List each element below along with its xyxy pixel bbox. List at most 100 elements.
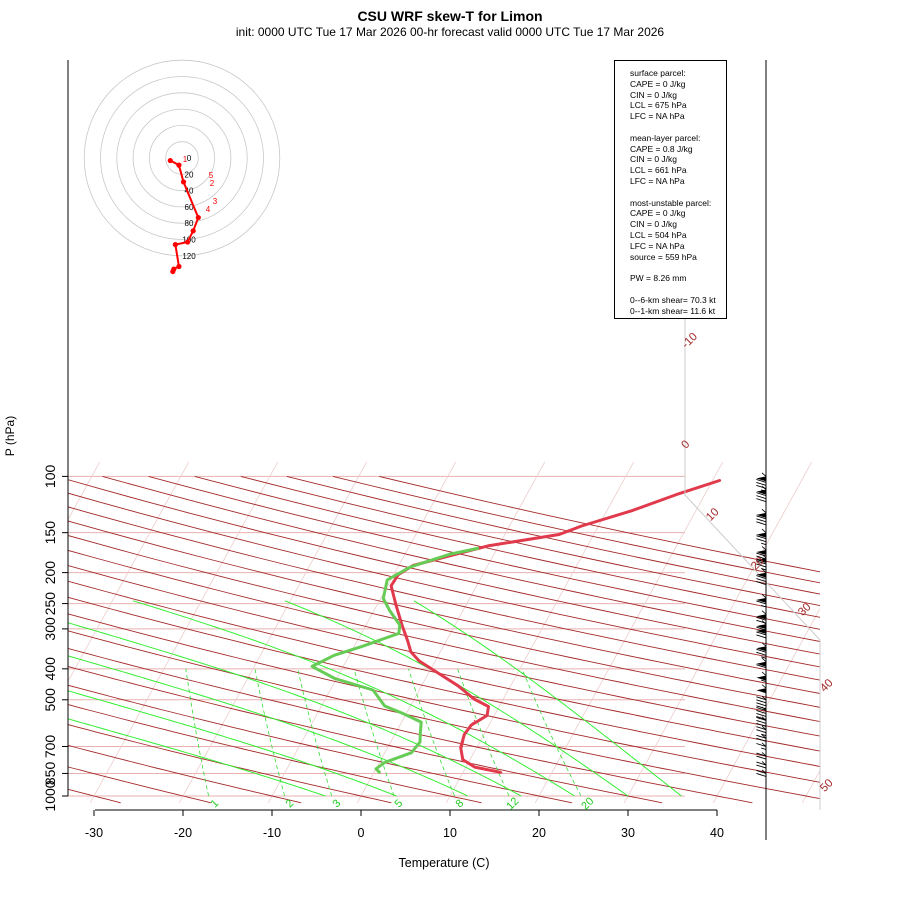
shear-0-6km: 0--6-km shear= 70.3 kt — [630, 294, 716, 305]
x-tick-label: 20 — [532, 826, 546, 840]
wind-barb — [756, 624, 767, 639]
x-tick-label: 40 — [710, 826, 724, 840]
isotherm-line — [68, 461, 101, 521]
y-tick-label: 1000 — [42, 780, 58, 811]
hodograph-point — [176, 162, 182, 168]
mixing-ratio-line — [408, 668, 455, 797]
dewpoint-trace — [310, 546, 480, 774]
mixing-ratio-label: 2 — [283, 797, 296, 810]
hodograph-ring — [148, 125, 215, 191]
wind-barb — [756, 554, 767, 571]
hodograph-ring — [100, 76, 264, 240]
y-tick-label: 700 — [42, 735, 58, 759]
moist-adiabat — [68, 655, 469, 797]
hodograph-ring-label: 0 — [187, 154, 192, 163]
surface-lcl: LCL = 675 hPa — [630, 100, 687, 111]
hodograph-ring-label: 20 — [185, 170, 194, 179]
wind-barb — [756, 568, 767, 586]
moist-adiabat — [68, 690, 397, 797]
most-unstable-cape: CAPE = 0 J/kg — [630, 208, 686, 219]
x-tick-label: -30 — [85, 826, 103, 840]
dry-adiabat — [68, 766, 212, 804]
dry-adiabat — [68, 684, 572, 804]
wind-barb — [756, 761, 767, 769]
mixing-ratio-line — [457, 668, 510, 797]
dry-adiabat — [68, 535, 820, 708]
y-tick-label: 150 — [42, 521, 58, 545]
chart-subtitle: init: 0000 UTC Tue 17 Mar 2026 00-hr for… — [235, 25, 665, 39]
dry-adiabat — [102, 475, 820, 642]
isotherm-line — [0, 462, 11, 803]
hodograph-point — [167, 157, 173, 164]
isotherm-line — [445, 461, 635, 803]
moist-adiabat — [68, 622, 522, 797]
moist-adiabat — [413, 600, 682, 797]
isotherm-line — [891, 462, 900, 803]
hodograph-point — [172, 241, 178, 248]
dry-adiabat — [68, 580, 820, 752]
most-unstable-lcl: LCL = 504 hPa — [630, 229, 687, 240]
hodograph-height-label: 4 — [206, 205, 211, 214]
y-axis-label: P (hPa) — [3, 416, 17, 456]
isotherm-line — [68, 461, 190, 683]
wind-barb — [756, 684, 767, 694]
hodograph-height-label: 3 — [213, 197, 218, 206]
wind-barb — [756, 734, 767, 742]
hodograph-point — [185, 239, 191, 245]
wind-barb — [756, 610, 767, 624]
most-unstable-source: source = 559 hPa — [630, 251, 697, 262]
dry-adiabat — [68, 520, 820, 694]
dry-adiabat — [194, 475, 820, 618]
surface-cin: CIN = 0 J/kg — [630, 89, 678, 100]
x-tick-label: -10 — [263, 826, 281, 840]
wind-barb — [756, 769, 767, 777]
mixing-ratio-line — [185, 668, 209, 797]
x-tick-label: -20 — [174, 826, 192, 840]
dry-adiabat — [68, 596, 820, 767]
isotherm-label: 20 — [749, 555, 767, 573]
hodograph-ring-label: 80 — [185, 219, 194, 228]
hodograph-ring — [116, 92, 248, 224]
wind-barb — [756, 508, 767, 526]
wind-barb — [756, 657, 767, 669]
wind-barb — [756, 528, 767, 546]
hodograph-ring-label: 120 — [182, 252, 196, 261]
hodograph-height-label: 1 — [183, 155, 188, 164]
dry-adiabat — [68, 479, 820, 655]
mean-layer-title: mean-layer parcel: — [630, 132, 701, 143]
mixing-ratio-label: 5 — [392, 797, 405, 810]
dry-adiabat — [68, 724, 392, 804]
isotherm-label: 50 — [818, 777, 836, 795]
wind-barb — [756, 725, 767, 737]
hodograph-ring-label: 40 — [185, 187, 194, 196]
wind-barb — [756, 485, 767, 503]
wind-barb — [756, 594, 767, 608]
x-axis-label: Temperature (C) — [399, 856, 490, 870]
wind-barb — [756, 472, 767, 492]
isotherm-line — [89, 461, 279, 803]
x-tick-label: 10 — [443, 826, 457, 840]
moist-adiabat — [132, 600, 575, 797]
temperature-trace — [389, 479, 722, 774]
isotherm-label: -10 — [680, 331, 700, 351]
dry-adiabat — [68, 549, 820, 723]
mean-layer-cin: CIN = 0 J/kg — [630, 154, 678, 165]
isotherm-label: 0 — [679, 438, 692, 451]
dry-adiabat — [68, 704, 482, 804]
y-tick-label: 850 — [42, 762, 58, 786]
hodograph-point — [180, 179, 187, 185]
shear-0-1km: 0--1-km shear= 11.6 kt — [630, 305, 716, 316]
isotherm-label: 10 — [704, 506, 722, 524]
isotherm-line — [801, 769, 820, 803]
isotherm-line — [178, 461, 368, 803]
dry-adiabat — [68, 565, 820, 737]
dry-adiabat — [68, 506, 820, 681]
wind-barb — [756, 695, 767, 710]
x-tick-label: 30 — [621, 826, 635, 840]
mixing-ratio-line — [353, 668, 395, 797]
surface-parcel-title: surface parcel: — [630, 68, 686, 78]
hodograph-point — [190, 228, 196, 234]
y-tick-label: 250 — [42, 592, 58, 616]
isotherm-line — [267, 461, 457, 803]
